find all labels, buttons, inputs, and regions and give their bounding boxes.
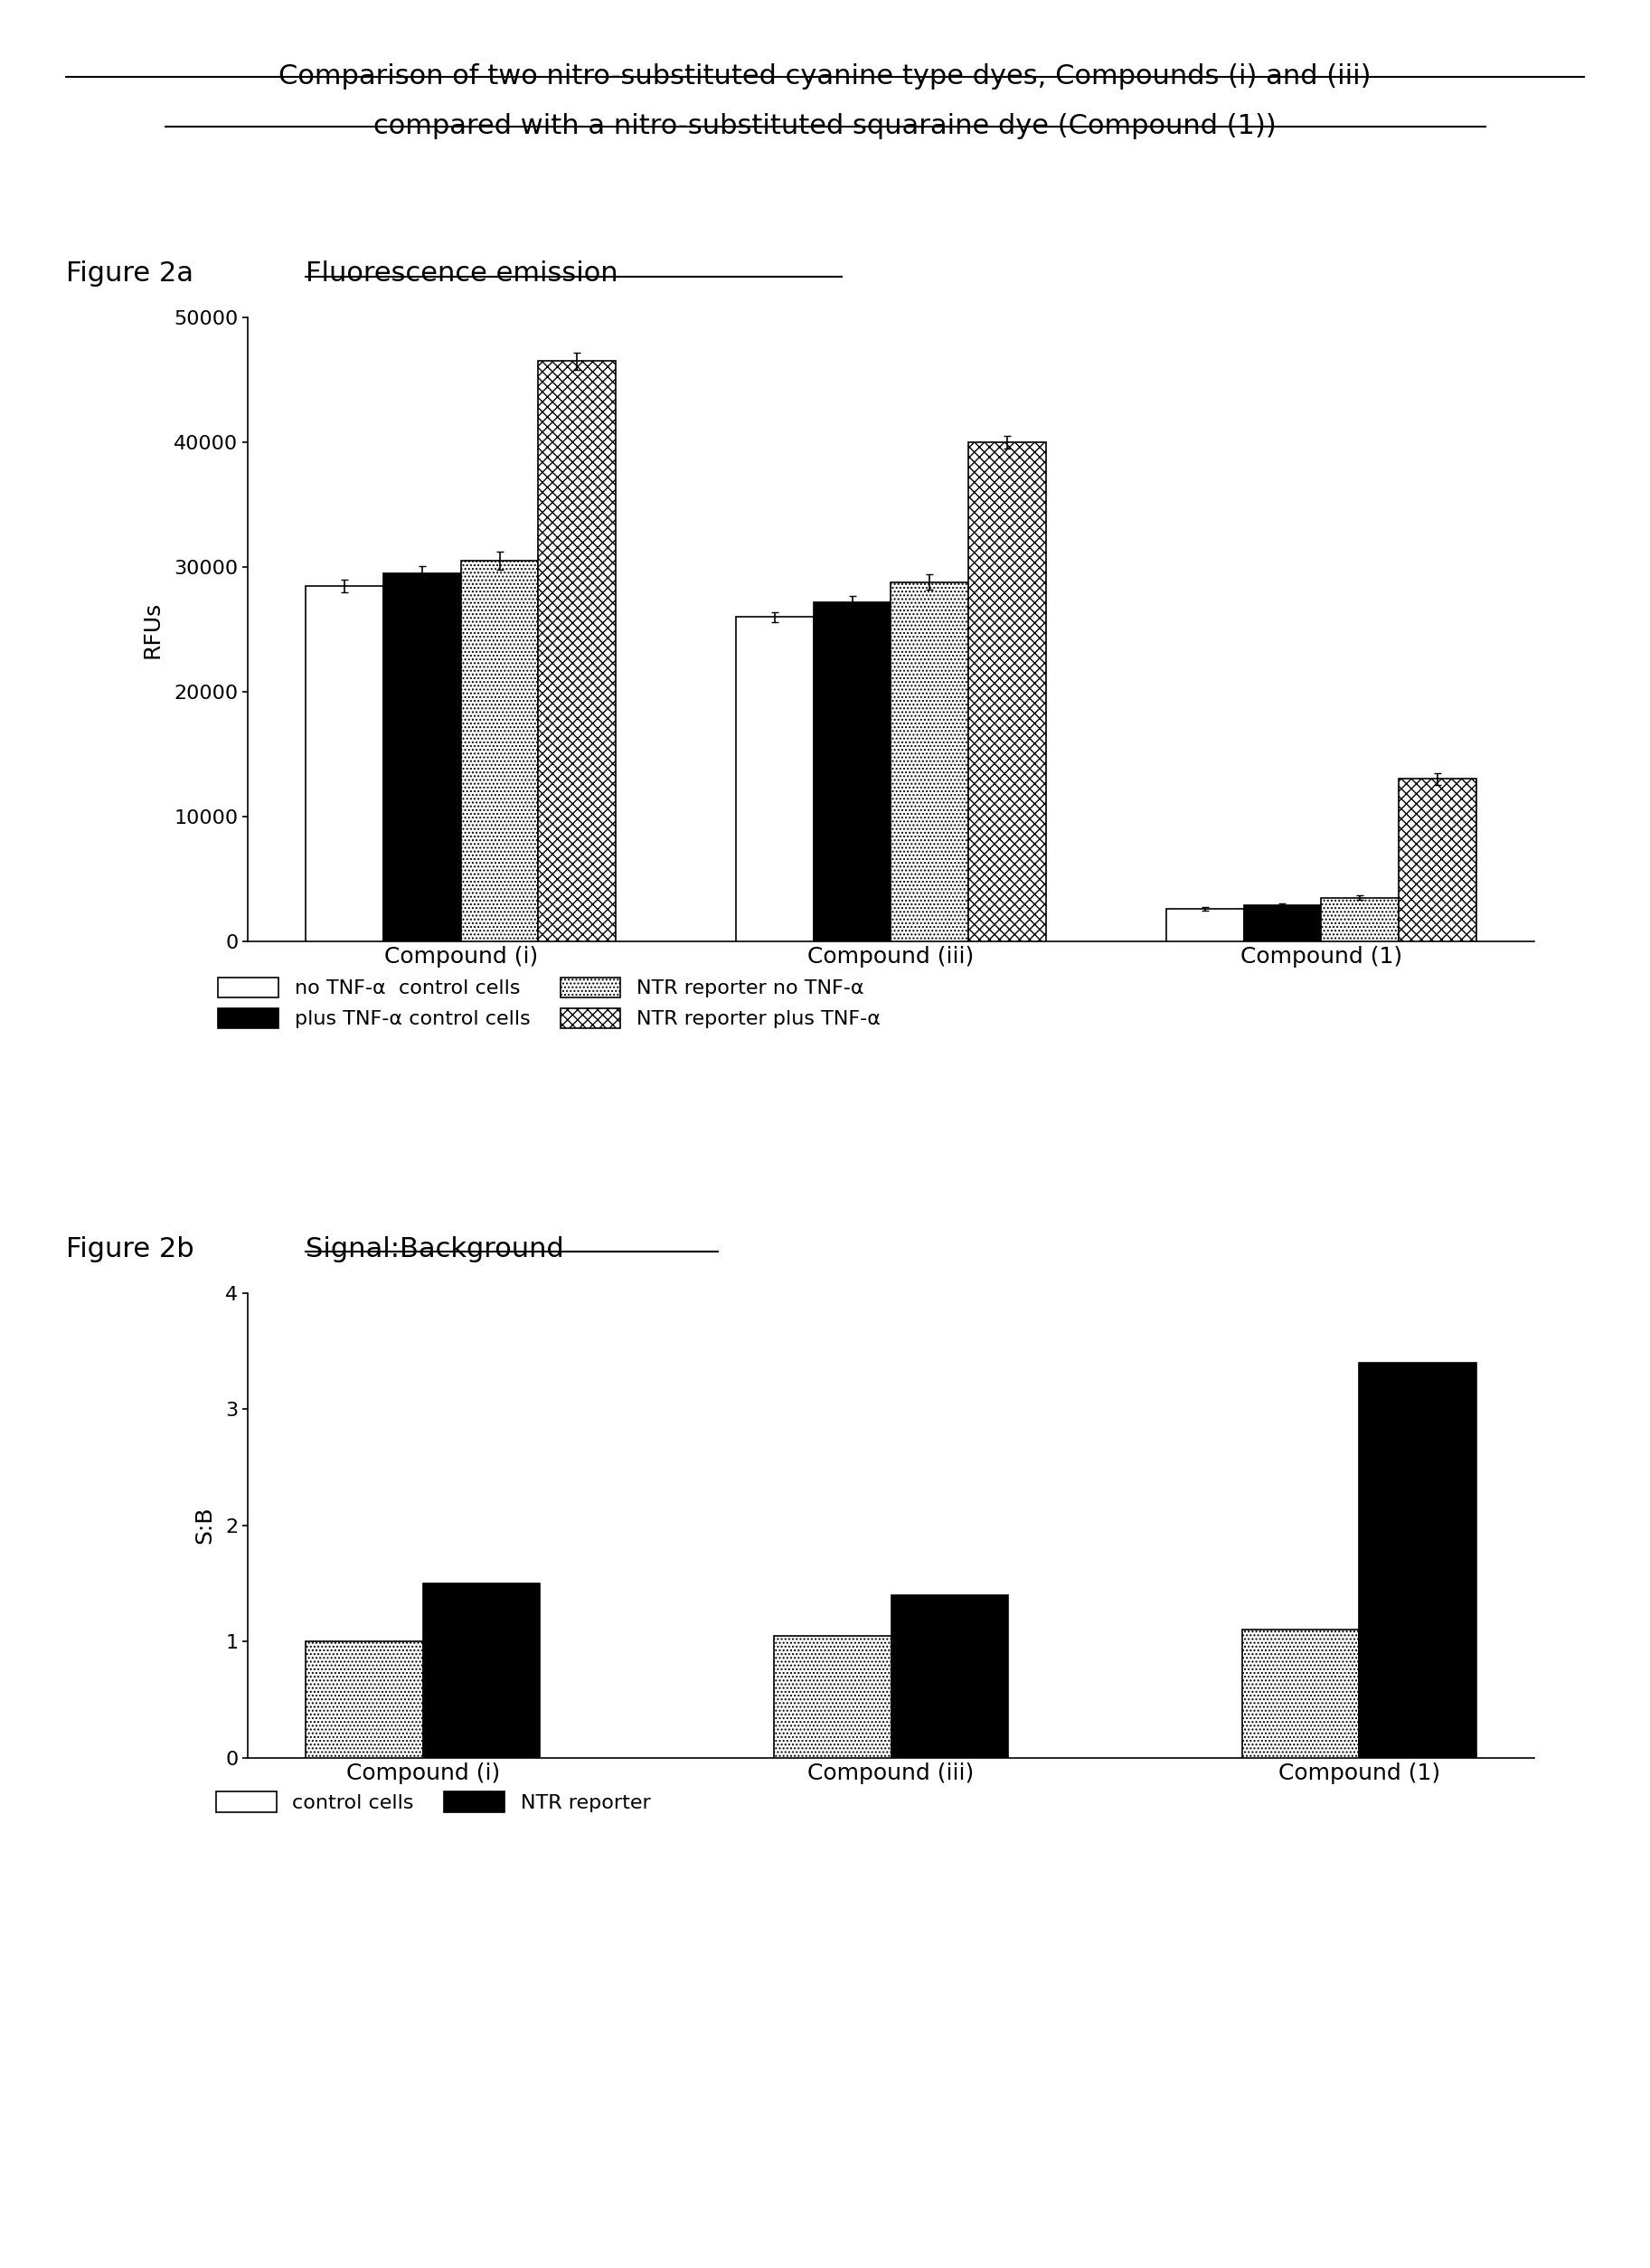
Legend: control cells, NTR reporter: control cells, NTR reporter bbox=[208, 1783, 658, 1821]
Bar bbox=[1242, 1631, 1360, 1758]
Bar bbox=[538, 361, 615, 941]
Bar bbox=[891, 583, 969, 941]
Bar bbox=[305, 1642, 422, 1758]
Bar bbox=[736, 617, 813, 941]
Text: Signal:Background: Signal:Background bbox=[305, 1236, 564, 1263]
Bar bbox=[460, 560, 538, 941]
Bar bbox=[891, 1594, 1008, 1758]
Bar bbox=[422, 1583, 540, 1758]
Bar bbox=[1360, 1363, 1477, 1758]
Y-axis label: S:B: S:B bbox=[193, 1506, 214, 1545]
Bar bbox=[1399, 780, 1477, 941]
Bar bbox=[969, 442, 1046, 941]
Text: Comparison of two nitro-substituted cyanine type dyes, Compounds (i) and (iii): Comparison of two nitro-substituted cyan… bbox=[279, 64, 1371, 91]
Bar bbox=[1167, 909, 1244, 941]
Bar bbox=[813, 601, 891, 941]
Text: compared with a nitro-substituted squaraine dye (Compound (1)): compared with a nitro-substituted squara… bbox=[373, 113, 1277, 141]
Text: Figure 2a: Figure 2a bbox=[66, 261, 193, 288]
Text: Fluorescence emission: Fluorescence emission bbox=[305, 261, 617, 288]
Bar bbox=[1244, 905, 1322, 941]
Y-axis label: RFUs: RFUs bbox=[142, 601, 163, 658]
Bar bbox=[774, 1635, 891, 1758]
Bar bbox=[1322, 898, 1399, 941]
Bar bbox=[305, 585, 383, 941]
Bar bbox=[383, 574, 460, 941]
Legend: no TNF-α  control cells, plus TNF-α control cells, NTR reporter no TNF-α, NTR re: no TNF-α control cells, plus TNF-α contr… bbox=[208, 966, 891, 1039]
Text: Figure 2b: Figure 2b bbox=[66, 1236, 195, 1263]
